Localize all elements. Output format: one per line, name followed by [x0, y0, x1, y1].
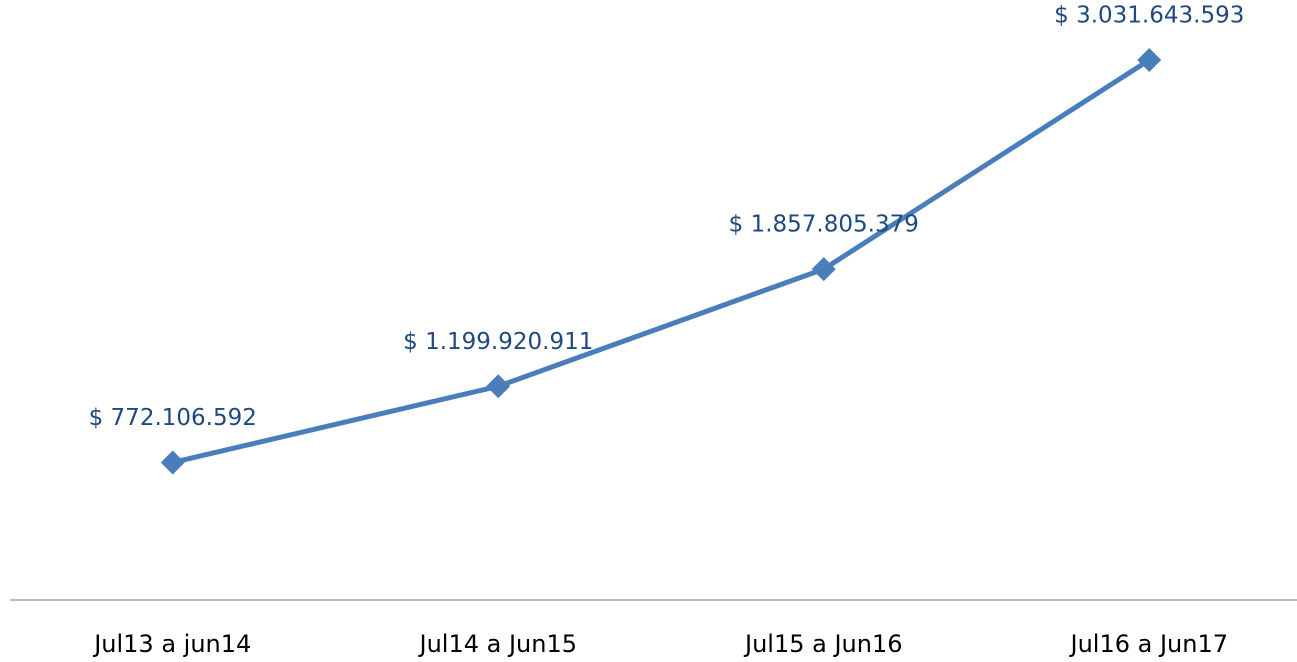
- data-label: $ 1.199.920.911: [403, 329, 593, 355]
- data-point: [160, 450, 185, 475]
- data-point: [1137, 48, 1162, 72]
- data-point: [486, 374, 511, 399]
- x-tick-label: Jul13 a jun14: [92, 630, 251, 658]
- data-label: $ 1.857.805.379: [729, 212, 919, 238]
- x-tick-label: Jul15 a Jun16: [743, 630, 903, 658]
- x-tick-label: Jul16 a Jun17: [1069, 630, 1229, 658]
- x-tick-label: Jul14 a Jun15: [418, 630, 578, 658]
- data-label: $ 772.106.592: [89, 405, 257, 431]
- series-line: [172, 57, 1151, 465]
- data-point: [811, 257, 836, 282]
- data-label: $ 3.031.643.593: [1054, 3, 1244, 29]
